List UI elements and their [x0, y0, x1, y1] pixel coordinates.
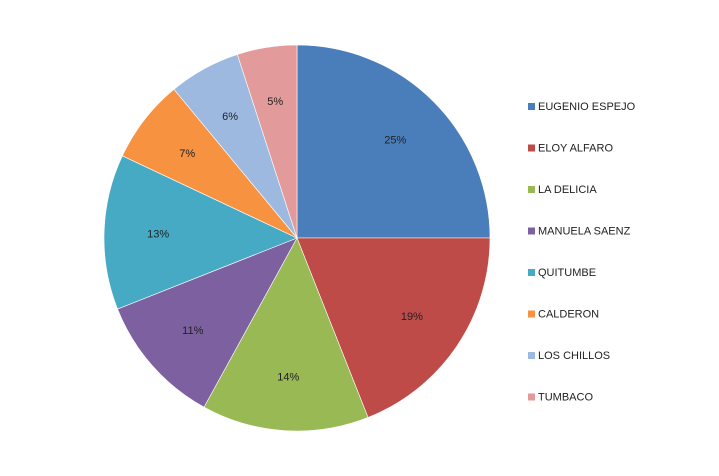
legend-swatch-quitumbe	[528, 269, 535, 276]
legend-label-calderon: CALDERON	[538, 309, 599, 321]
legend-swatch-calderon	[528, 310, 535, 318]
legend-swatch-tumbaco	[528, 393, 535, 401]
slice-eugenio-espejo	[296, 44, 491, 239]
slice-la-delicia	[203, 237, 369, 432]
data-label-tumbaco: 5%	[267, 96, 283, 108]
legend-swatch-la-delicia	[528, 186, 535, 193]
legend-label-manuela-saenz: MANUELA SAENZ	[538, 226, 631, 238]
slice-quitumbe	[103, 155, 298, 310]
legend-label-eloy-alfaro: ELOY ALFARO	[538, 143, 613, 155]
slice-manuela-saenz	[117, 237, 298, 408]
legend-label-los-chillos: LOS CHILLOS	[538, 350, 610, 362]
data-label-la-delicia: 14%	[277, 372, 299, 384]
data-label-eugenio-espejo: 25%	[384, 135, 406, 147]
slice-eloy-alfaro	[296, 237, 491, 418]
legend-label-quitumbe: QUITUMBE	[538, 267, 596, 279]
legend-swatch-eugenio-espejo	[528, 103, 535, 110]
legend-swatch-eloy-alfaro	[528, 144, 535, 152]
legend-swatch-los-chillos	[528, 352, 535, 359]
data-label-eloy-alfaro: 19%	[401, 311, 423, 323]
data-label-quitumbe: 13%	[147, 229, 169, 241]
slice-tumbaco	[236, 44, 298, 239]
data-label-los-chillos: 6%	[222, 111, 238, 123]
data-label-manuela-saenz: 11%	[182, 325, 203, 337]
pie-data-labels: 25% 19% 14% 11% 13% 7% 6% 5%	[147, 96, 423, 384]
legend-label-la-delicia: LA DELICIA	[538, 184, 597, 196]
pie-slices	[103, 44, 491, 432]
legend-label-eugenio-espejo: EUGENIO ESPEJO	[538, 101, 636, 113]
legend: EUGENIO ESPEJO ELOY ALFARO LA DELICIA MANUE…	[528, 101, 636, 404]
data-label-calderon: 7%	[179, 148, 195, 160]
legend-swatch-manuela-saenz	[528, 227, 535, 235]
legend-label-tumbaco: TUMBACO	[538, 392, 593, 404]
